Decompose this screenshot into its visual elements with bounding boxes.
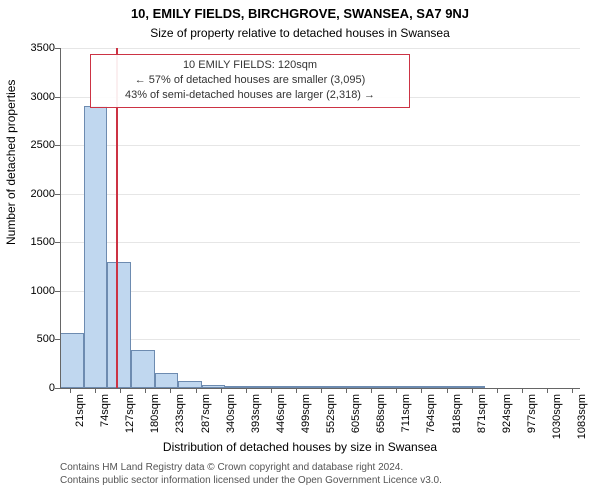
x-tick-label: 21sqm [74,394,86,427]
x-tick-mark [296,388,297,393]
x-tick-label: 446sqm [275,394,287,433]
x-tick-mark [447,388,448,393]
x-tick-label: 127sqm [124,394,136,433]
annotation-line-2: ← 57% of detached houses are smaller (3,… [99,73,401,88]
grid-line [60,145,580,146]
annotation-line-3: 43% of semi-detached houses are larger (… [99,88,401,103]
x-tick-label: 74sqm [99,394,111,427]
x-tick-mark [246,388,247,393]
x-tick-label: 552sqm [325,394,337,433]
y-tick-label: 2000 [31,188,55,200]
x-tick-mark [547,388,548,393]
x-axis-label: Distribution of detached houses by size … [0,440,600,454]
x-tick-mark [70,388,71,393]
x-tick-mark [196,388,197,393]
x-tick-mark [346,388,347,393]
x-tick-mark [472,388,473,393]
histogram-bar [60,333,84,388]
x-tick-label: 871sqm [476,394,488,433]
y-tick-label: 3500 [31,42,55,54]
x-tick-mark [120,388,121,393]
y-axis-label: Number of detached properties [4,80,18,245]
y-tick-label: 3000 [31,91,55,103]
x-tick-label: 233sqm [174,394,186,433]
grid-line [60,291,580,292]
x-tick-mark [170,388,171,393]
x-tick-mark [522,388,523,393]
x-tick-label: 605sqm [350,394,362,433]
y-tick-label: 2500 [31,139,55,151]
x-tick-label: 711sqm [400,394,412,432]
histogram-bar [131,350,155,388]
y-tick-label: 1000 [31,285,55,297]
y-axis-line [60,48,61,388]
chart-subtitle: Size of property relative to detached ho… [0,26,600,40]
y-tick-label: 500 [37,333,55,345]
x-tick-mark [145,388,146,393]
footer-line-2: Contains public sector information licen… [60,475,584,488]
footer-line-1: Contains HM Land Registry data © Crown c… [60,462,584,475]
x-tick-mark [271,388,272,393]
grid-line [60,242,580,243]
grid-line [60,48,580,49]
histogram-bar [155,373,179,388]
x-tick-label: 340sqm [225,394,237,433]
y-tick-label: 1500 [31,236,55,248]
x-tick-label: 977sqm [526,394,538,433]
x-tick-label: 499sqm [300,394,312,433]
x-tick-label: 818sqm [451,394,463,433]
x-tick-mark [421,388,422,393]
chart-plot-area: 050010001500200025003000350021sqm74sqm12… [60,48,580,388]
x-tick-mark [95,388,96,393]
grid-line [60,339,580,340]
histogram-bar [107,262,131,388]
y-tick-label: 0 [49,382,55,394]
x-tick-mark [396,388,397,393]
x-tick-label: 1083sqm [576,394,588,439]
x-tick-mark [497,388,498,393]
x-tick-label: 658sqm [375,394,387,433]
x-tick-label: 287sqm [200,394,212,433]
x-tick-mark [321,388,322,393]
x-tick-mark [371,388,372,393]
annotation-box: 10 EMILY FIELDS: 120sqm← 57% of detached… [90,54,410,108]
annotation-line-1: 10 EMILY FIELDS: 120sqm [99,58,401,73]
chart-title: 10, EMILY FIELDS, BIRCHGROVE, SWANSEA, S… [0,6,600,21]
x-tick-mark [572,388,573,393]
x-tick-mark [221,388,222,393]
x-tick-label: 393sqm [250,394,262,433]
x-tick-label: 924sqm [501,394,513,433]
x-tick-label: 180sqm [149,394,161,433]
histogram-bar [178,381,202,388]
histogram-bar [84,106,108,388]
grid-line [60,194,580,195]
x-tick-label: 1030sqm [551,394,563,439]
x-tick-label: 764sqm [425,394,437,433]
chart-footer: Contains HM Land Registry data © Crown c… [60,462,584,487]
